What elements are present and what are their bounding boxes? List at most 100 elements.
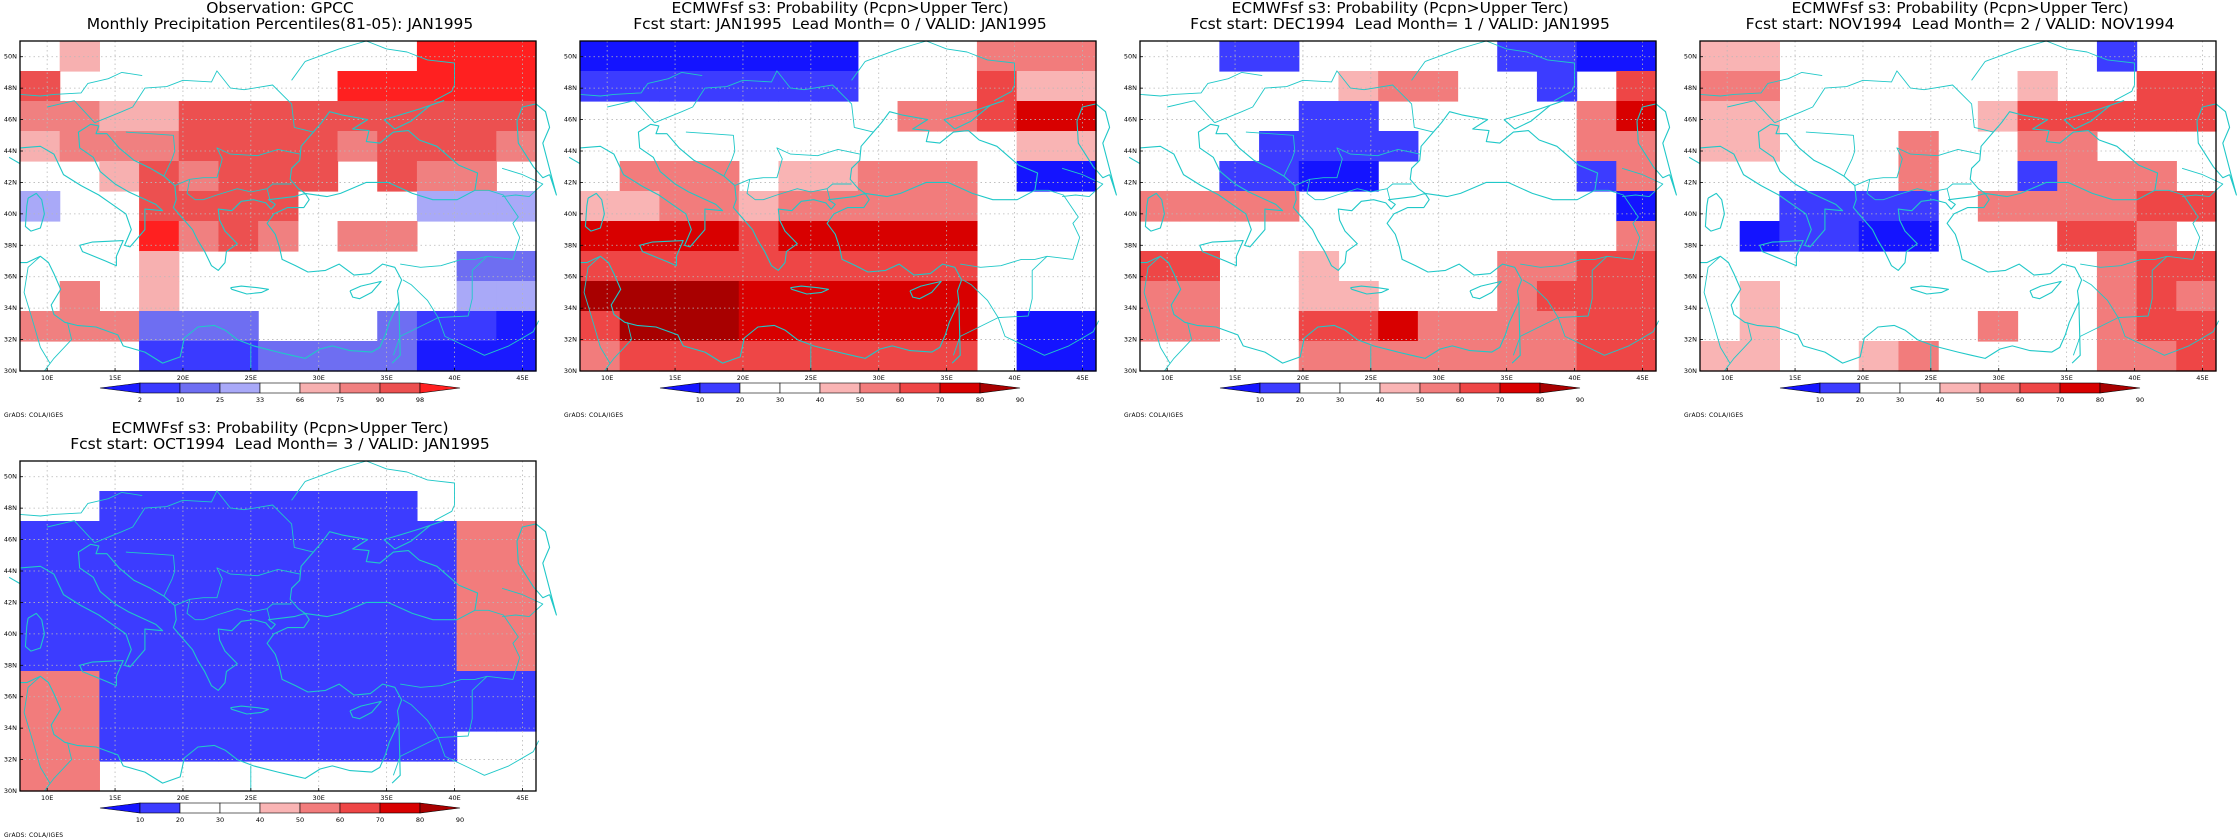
country-border bbox=[400, 189, 521, 268]
coastline bbox=[2029, 280, 2062, 300]
country-border bbox=[1520, 189, 1641, 268]
country-border bbox=[2117, 317, 2220, 356]
coastline bbox=[19, 123, 403, 364]
grid-cell bbox=[2096, 101, 2138, 132]
grid-cell bbox=[496, 551, 537, 582]
lat-tick-label: 46N bbox=[4, 536, 17, 544]
grid-cell bbox=[1497, 41, 1538, 72]
country-border bbox=[47, 100, 96, 124]
coastline bbox=[1144, 192, 1165, 232]
grid-cell bbox=[619, 221, 660, 252]
grid-cell bbox=[377, 491, 418, 522]
grid-cell bbox=[416, 191, 458, 222]
grid-cell bbox=[20, 581, 61, 612]
grid-cell bbox=[456, 311, 497, 342]
lat-tick-label: 36N bbox=[564, 273, 577, 281]
colorbar-segment bbox=[179, 382, 221, 394]
colorbar-segment bbox=[1379, 382, 1421, 394]
colorbar-label: 66 bbox=[296, 396, 304, 404]
grid-cell bbox=[218, 581, 259, 612]
graticule bbox=[20, 41, 536, 371]
colorbar-label: 10 bbox=[1816, 396, 1824, 404]
lat-tick-label: 32N bbox=[564, 336, 577, 344]
lon-tick-label: 25E bbox=[1925, 374, 1937, 382]
coastline bbox=[1636, 103, 1677, 196]
colorbar: 10 20 30 40 50 60 70 80 90 bbox=[659, 382, 1024, 404]
lat-tick-label: 50N bbox=[1124, 53, 1137, 61]
grid-cell bbox=[139, 611, 180, 642]
lon-tick-label: 45E bbox=[516, 374, 528, 382]
lon-tick-label: 15E bbox=[109, 374, 121, 382]
colorbar-label: 40 bbox=[1936, 396, 1944, 404]
grid-cell bbox=[218, 191, 259, 222]
grid-cell bbox=[699, 341, 740, 372]
country-border bbox=[291, 460, 455, 522]
grid-cell bbox=[1700, 41, 1741, 72]
grid-cell bbox=[496, 101, 537, 132]
grid-cell bbox=[337, 131, 378, 162]
colorbar-segment bbox=[739, 382, 781, 394]
country-border bbox=[437, 737, 540, 776]
colorbar-label: 33 bbox=[256, 396, 264, 404]
grid-cell bbox=[20, 701, 61, 732]
colorbar-label: 10 bbox=[1256, 396, 1264, 404]
grid-cell bbox=[2136, 311, 2177, 342]
grid-cell bbox=[937, 281, 978, 312]
grid-cell bbox=[99, 701, 140, 732]
grid-cell bbox=[258, 551, 299, 582]
grid-cell bbox=[377, 311, 418, 342]
grid-cell bbox=[1819, 191, 1860, 222]
country-border bbox=[186, 179, 292, 201]
colorbar-segment bbox=[139, 382, 181, 394]
lat-tick-label: 30N bbox=[4, 787, 17, 795]
lat-tick-label: 40N bbox=[1124, 210, 1137, 218]
grid-cell bbox=[1457, 341, 1498, 372]
grid-cell bbox=[218, 161, 259, 192]
grid-cell bbox=[1298, 281, 1340, 312]
colorbar-label: 75 bbox=[336, 396, 344, 404]
grid-cell bbox=[818, 251, 859, 282]
panel-lead-1: ECMWFsf s3: Probability (Pcpn>Upper Terc… bbox=[1120, 0, 1680, 420]
lat-tick-label: 48N bbox=[4, 84, 17, 92]
country-border bbox=[23, 675, 51, 784]
grid-cell bbox=[699, 41, 740, 72]
grid-cell bbox=[496, 581, 537, 612]
colorbar-segment bbox=[339, 382, 381, 394]
colorbar-label: 90 bbox=[456, 816, 464, 824]
panel-subtitle: Fcst start: DEC1994 Lead Month= 1 / VALI… bbox=[1190, 15, 1610, 33]
grid-cell bbox=[297, 581, 339, 612]
grid-cell bbox=[619, 281, 660, 312]
grid-cell bbox=[1056, 311, 1097, 342]
country-border bbox=[174, 567, 300, 607]
grid-cell bbox=[416, 161, 458, 192]
grid-cell bbox=[99, 731, 140, 762]
grid-cell bbox=[699, 311, 740, 342]
lat-tick-label: 30N bbox=[1124, 367, 1137, 375]
colorbar-label: 50 bbox=[1416, 396, 1424, 404]
lon-tick-label: 35E bbox=[1500, 374, 1512, 382]
colorbar-segment bbox=[899, 382, 941, 394]
country-border bbox=[734, 147, 860, 187]
coastline bbox=[8, 576, 21, 585]
colorbar-label: 40 bbox=[1376, 396, 1384, 404]
country-border bbox=[19, 71, 143, 97]
grid-cell bbox=[456, 191, 497, 222]
grid-cell bbox=[818, 41, 859, 72]
grid-cell bbox=[818, 341, 859, 372]
lon-tick-label: 30E bbox=[1433, 374, 1445, 382]
lon-tick-label: 40E bbox=[448, 374, 460, 382]
lat-tick-label: 48N bbox=[4, 504, 17, 512]
grid-cell bbox=[337, 581, 378, 612]
grid-cell bbox=[1616, 161, 1657, 192]
coastline bbox=[639, 240, 684, 267]
colorbar-segment bbox=[1459, 382, 1501, 394]
colorbar-segment bbox=[259, 382, 301, 394]
colorbar-label: 70 bbox=[376, 816, 384, 824]
colorbar-label: 20 bbox=[1296, 396, 1304, 404]
grid-cell bbox=[496, 701, 537, 732]
panel-lead-0: ECMWFsf s3: Probability (Pcpn>Upper Terc… bbox=[560, 0, 1120, 420]
lat-tick-label: 32N bbox=[4, 756, 17, 764]
grid-cell bbox=[619, 191, 660, 222]
grid-cell bbox=[218, 221, 259, 252]
